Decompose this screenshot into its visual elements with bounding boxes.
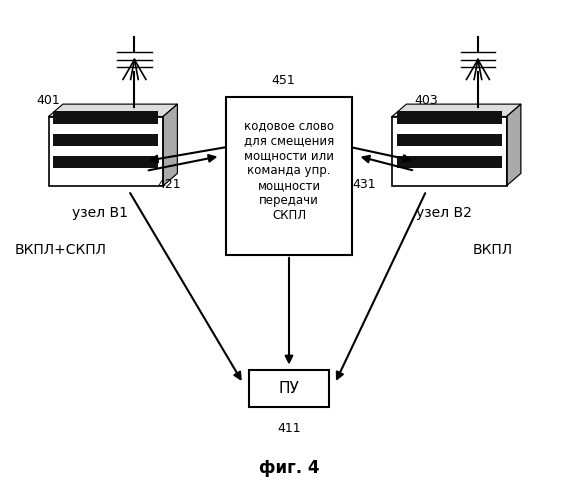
- Polygon shape: [163, 104, 177, 186]
- Polygon shape: [506, 104, 521, 186]
- Polygon shape: [49, 104, 177, 117]
- Bar: [397, 134, 502, 146]
- Text: 403: 403: [414, 94, 438, 106]
- Text: ВКПЛ: ВКПЛ: [472, 243, 512, 257]
- Text: 421: 421: [157, 178, 181, 191]
- Text: ПУ: ПУ: [279, 381, 299, 396]
- FancyBboxPatch shape: [249, 370, 329, 407]
- Text: кодовое слово
для смещения
мощности или
команда упр.
мощности
передачи
СКПЛ: кодовое слово для смещения мощности или …: [244, 120, 334, 222]
- Bar: [397, 112, 502, 124]
- Bar: [49, 116, 163, 186]
- Text: 401: 401: [36, 94, 61, 106]
- Bar: [53, 112, 158, 124]
- Text: узел В1: узел В1: [72, 206, 128, 220]
- Polygon shape: [392, 104, 521, 117]
- Bar: [53, 156, 158, 168]
- FancyBboxPatch shape: [226, 96, 352, 255]
- Bar: [53, 134, 158, 146]
- Text: 431: 431: [352, 178, 376, 191]
- Text: ВКПЛ+СКПЛ: ВКПЛ+СКПЛ: [14, 243, 106, 257]
- Text: 451: 451: [272, 74, 295, 87]
- Bar: [392, 116, 506, 186]
- Text: узел В2: узел В2: [416, 206, 472, 220]
- Text: фиг. 4: фиг. 4: [259, 460, 319, 477]
- Bar: [397, 156, 502, 168]
- Text: 411: 411: [277, 422, 301, 435]
